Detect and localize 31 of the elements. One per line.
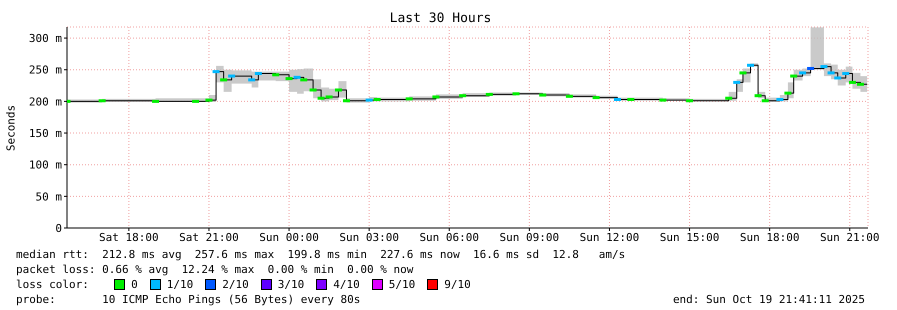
chart-title: Last 30 Hours (388, 11, 492, 26)
x-tick-label: Sun 06:00 (419, 230, 480, 244)
text: end: Sun Oct 19 21:41:11 2025 (672, 292, 865, 307)
legend-label: 3/10 (278, 277, 304, 292)
text: packet loss: 0.66 % avg 12.24 % max 0.00 % min 0.00 % now (16, 262, 414, 277)
x-tick-label: Sun 12:00 (580, 230, 640, 244)
legend-label: 5/10 (388, 277, 416, 292)
y-tick-label: 200 m (28, 95, 62, 108)
legend-label: 9/10 (444, 277, 471, 292)
legend-label: 0 (131, 277, 138, 292)
x-tick-label: Sun 21:00 (820, 230, 880, 244)
y-tick-label: 0 (55, 222, 62, 235)
text: probe: 10 ICMP Echo Pings (56 Bytes) every 80s (16, 292, 360, 307)
x-tick-label: Sun 00:00 (259, 230, 319, 244)
legend-label: 2/10 (222, 277, 249, 292)
x-tick-label: Sun 03:00 (339, 230, 399, 244)
y-tick-label: 300 m (28, 32, 62, 45)
legend-label: 1/10 (166, 277, 194, 292)
x-tick-label: Sun 18:00 (740, 230, 800, 244)
x-tick-label: Sun 15:00 (660, 230, 720, 244)
x-tick-label: Sat 21:00 (179, 230, 239, 244)
text: median rtt: 212.8 ms avg 257.6 ms max 199.8 ms min 227.6 ms now 16.6 ms sd 12.8 am/s (16, 247, 626, 262)
legend-title: loss color: (16, 277, 90, 292)
x-tick-label: Sat 18:00 (99, 230, 159, 244)
y-tick-label: 250 m (28, 64, 62, 77)
y-tick-label: 150 m (28, 126, 62, 140)
y-tick-label: 50 m (36, 190, 62, 204)
legend-label: 4/10 (333, 277, 360, 292)
y-tick-label: 100 m (28, 158, 62, 172)
y-axis-title: Seconds (4, 104, 18, 152)
x-tick-label: Sun 09:00 (500, 230, 560, 244)
